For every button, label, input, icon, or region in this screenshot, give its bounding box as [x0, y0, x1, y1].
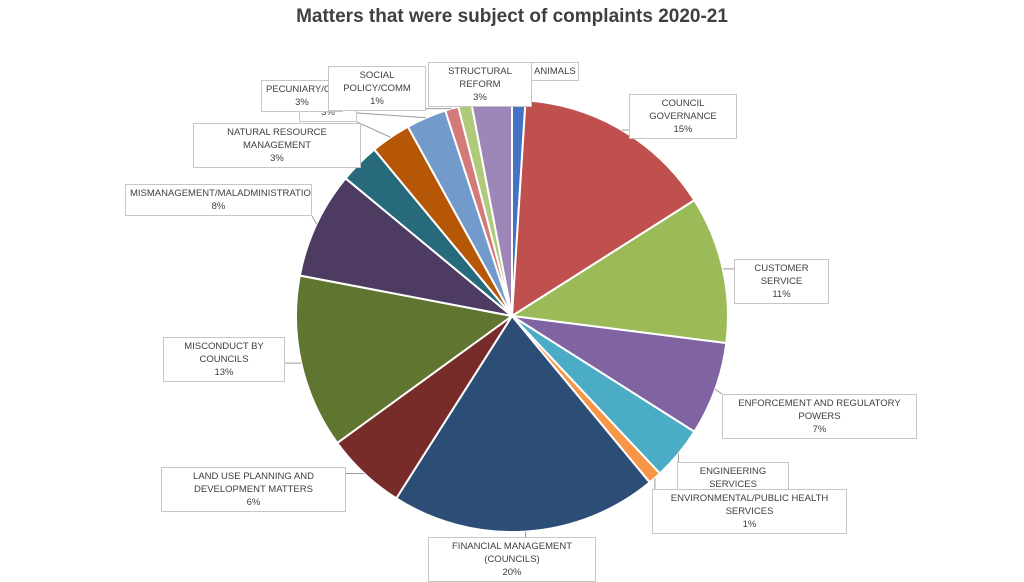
pie-slice [394, 314, 652, 533]
slice-label: CUSTOMER SERVICE 11% [734, 259, 829, 304]
slice-percent: 1% [370, 96, 384, 107]
slice-label: MISCONDUCT BY COUNCILS 13% [163, 337, 285, 382]
slice-percent: 13% [214, 367, 234, 378]
slice-category: MISCONDUCT BY COUNCILS [184, 341, 264, 365]
leader-line [311, 215, 317, 225]
slice-label: MISMANAGEMENT/MALADMINISTRATION 8% [125, 184, 312, 216]
slice-label: SOCIAL POLICY/COMM 1% [328, 66, 426, 111]
slice-category: ANIMALS [534, 66, 576, 77]
slice-percent: 7% [812, 424, 827, 435]
slice-category: ENFORCEMENT AND REGULATORY POWERS [738, 398, 901, 422]
pie-slice [509, 198, 729, 345]
slice-percent: 3% [270, 153, 284, 164]
slice-label: ENVIRONMENTAL/PUBLIC HEALTH SERVICES 1% [652, 489, 847, 534]
slice-percent: 6% [246, 497, 261, 508]
slice-category: PECUNIARY/CO [266, 84, 339, 95]
slice-category: SOCIAL POLICY/COMM [343, 70, 411, 94]
slice-category: ENVIRONMENTAL/PUBLIC HEALTH SERVICES [670, 493, 829, 517]
slice-category: FINANCIAL MANAGEMENT (COUNCILS) [452, 541, 572, 565]
chart-title: Matters that were subject of complaints … [296, 6, 728, 27]
slice-category: MISMANAGEMENT/MALADMINISTRATION [130, 188, 312, 199]
slice-category: COUNCIL GOVERNANCE [649, 98, 717, 122]
slice-category: LAND USE PLANNING AND DEVELOPMENT MATTER… [193, 471, 314, 495]
slice-percent: 3% [295, 97, 309, 108]
pie-slice [298, 176, 513, 317]
slice-percent: 3% [321, 107, 335, 118]
slice-category: CUSTOMER SERVICE [754, 263, 809, 287]
slice-label: COUNCIL GOVERNANCE 15% [629, 94, 737, 139]
slice-label: ENFORCEMENT AND REGULATORY POWERS 7% [722, 394, 917, 439]
slice-percent: 20% [502, 567, 522, 578]
slice-category: STRUCTURAL REFORM [448, 66, 512, 90]
slice-percent: 15% [673, 124, 693, 135]
slice-label: LAND USE PLANNING AND DEVELOPMENT MATTER… [161, 467, 346, 512]
slice-label: STRUCTURAL REFORM 3% [428, 62, 532, 107]
slice-percent: 3% [473, 92, 487, 103]
pie-slice [510, 99, 696, 318]
slice-percent: 8% [211, 201, 226, 212]
slice-percent: 1% [742, 519, 757, 530]
slice-category: NATURAL RESOURCE MANAGEMENT [227, 127, 327, 151]
leader-line [714, 388, 723, 395]
leader-line [356, 121, 391, 138]
slice-category: ENGINEERING SERVICES [699, 466, 767, 490]
slice-percent: 11% [772, 289, 791, 300]
slice-label: FINANCIAL MANAGEMENT (COUNCILS) 20% [428, 537, 596, 582]
slice-label: NATURAL RESOURCE MANAGEMENT 3% [193, 123, 361, 168]
slice-label: ANIMALS [529, 62, 579, 81]
pie-slice [295, 274, 515, 445]
